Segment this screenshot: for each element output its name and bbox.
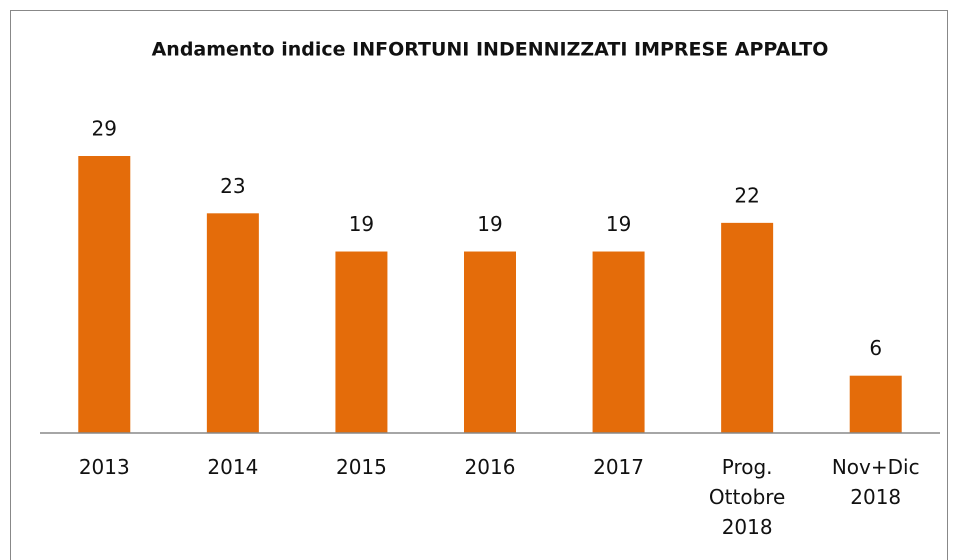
bar [464, 251, 516, 433]
x-tick-label: 2013 [79, 455, 130, 479]
bar [78, 156, 131, 433]
x-tick-label: Prog. Ottobre 2018 [709, 455, 785, 539]
data-label: 22 [734, 183, 759, 207]
bar [849, 375, 902, 433]
data-label: 19 [606, 212, 631, 236]
x-tick-label: 2015 [336, 455, 387, 479]
bar [335, 251, 388, 433]
data-label: 29 [92, 117, 117, 141]
x-tick-label: 2014 [207, 455, 258, 479]
data-label: 23 [220, 174, 245, 198]
bar [721, 222, 774, 433]
x-tick-label: Nov+Dic 2018 [832, 455, 920, 509]
data-label: 6 [869, 336, 882, 360]
data-label: 19 [349, 212, 374, 236]
bar [592, 251, 645, 433]
x-tick-label: 2016 [465, 455, 516, 479]
x-tick-label: 2017 [593, 455, 644, 479]
data-label: 19 [477, 212, 502, 236]
bar [206, 213, 259, 433]
chart-title: Andamento indice INFORTUNI INDENNIZZATI … [152, 39, 829, 61]
